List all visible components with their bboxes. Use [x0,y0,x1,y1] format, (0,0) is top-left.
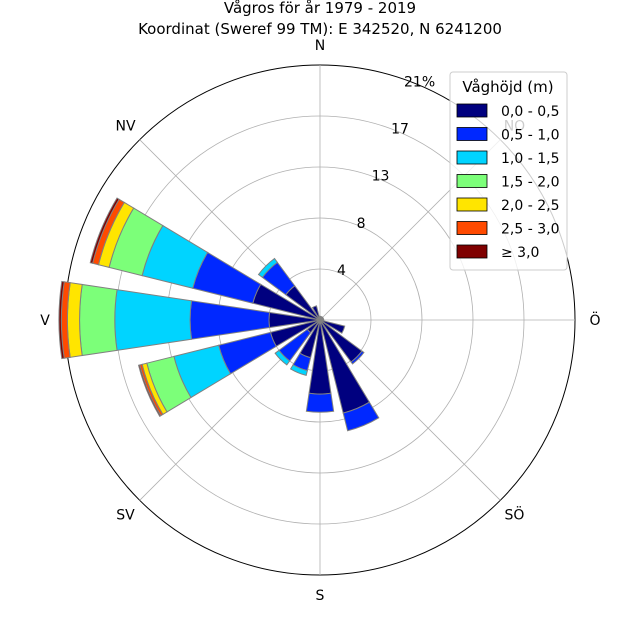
chart-title-line2: Koordinat (Sweref 99 TM): E 342520, N 62… [138,20,502,38]
rose-bar-segment [257,257,279,279]
radial-label: 13 [372,169,390,185]
legend-swatch [456,244,488,259]
legend-label: 1,5 - 2,0 [501,175,559,191]
legend-swatch [456,150,488,165]
rose-bar-segment [66,282,83,358]
legend-label: 1,0 - 1,5 [501,151,559,167]
radial-label: 17 [391,122,409,138]
direction-label: N [315,38,325,54]
direction-label: NV [116,119,136,135]
legend-frame [449,71,568,271]
legend-label: ≥ 3,0 [501,245,539,261]
rose-bar-segment [79,283,118,357]
direction-label: Ö [589,311,600,329]
wave-height-bars [58,197,380,432]
legend: Våghöjd (m) 0,0 - 0,5 0,5 - 1,0 1,0 - 1,5 1… [449,71,568,271]
rose-bar-segment [58,280,65,360]
legend-swatch [456,103,488,118]
legend-swatch [456,221,488,235]
rose-bar-segment [319,319,346,334]
legend-label: 2,5 - 3,0 [501,222,559,238]
rose-bar-segment [189,300,271,340]
rose-bar-segment [311,305,321,321]
radial-label: 8 [357,216,366,232]
legend-swatch [456,174,488,188]
legend-swatch [456,127,488,141]
chart-title-line1: Vågros för år 1979 - 2019 [224,0,416,17]
rose-bar-segment [137,364,162,417]
legend-label: 0,0 - 0,5 [501,104,559,120]
direction-label: SÖ [505,505,525,523]
direction-label: SV [116,507,135,523]
radial-label: 4 [337,263,346,279]
legend-label: 0,5 - 1,0 [501,128,559,144]
rose-bar-segment [289,364,308,376]
legend-label: 2,0 - 2,5 [501,198,559,214]
radial-label: 21% [404,74,435,90]
rose-bar-segment [350,350,365,365]
rose-bar-segment [305,392,335,413]
rose-bar-segment [114,289,193,351]
direction-label: S [316,588,325,604]
rose-bar-segment [274,349,291,366]
radial-labels: 4 8 13 17 21% [337,74,435,278]
direction-label: V [40,313,50,329]
legend-title: Våghöjd (m) [462,78,553,96]
rose-bar-segment [342,401,380,432]
legend-swatch [456,197,488,212]
rose-bar-segment [89,197,120,264]
